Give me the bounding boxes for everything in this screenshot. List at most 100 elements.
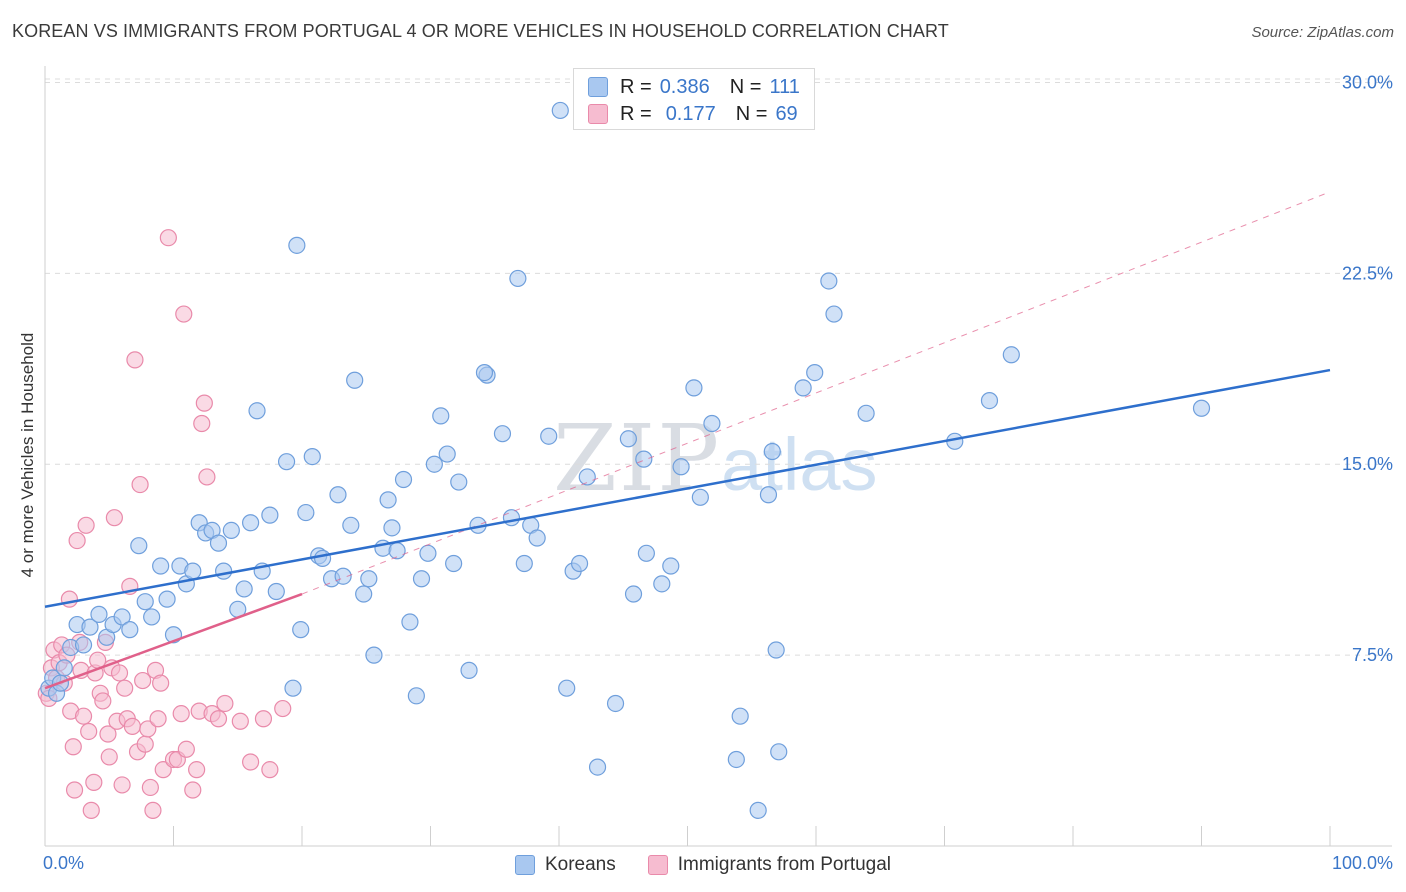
korean-point — [425, 455, 443, 473]
korean-point — [857, 404, 875, 422]
korean-point — [334, 567, 352, 585]
portugal-point — [216, 694, 234, 713]
korean-point — [624, 585, 643, 603]
korean-point — [637, 544, 655, 562]
korean-point — [407, 687, 425, 705]
korean-point — [277, 453, 296, 471]
legend-item-koreans: Koreans — [514, 854, 616, 876]
korean-point — [502, 509, 521, 527]
korean-point — [355, 585, 373, 603]
portugal-point — [134, 671, 152, 690]
korean-point — [767, 641, 785, 659]
korean-point — [55, 659, 73, 677]
korean-point — [267, 582, 285, 601]
koreans-swatch — [588, 77, 608, 97]
korean-point — [825, 305, 843, 323]
korean-point — [475, 364, 494, 382]
stats-legend-row-portugal: R = 0.177 N = 69 — [588, 102, 798, 126]
source-label: Source: ZipAtlas.com — [1251, 24, 1394, 41]
korean-point — [284, 679, 302, 697]
korean-point — [346, 371, 364, 389]
korean-point — [794, 379, 812, 397]
korean-point — [235, 580, 253, 598]
korean-point — [703, 414, 721, 433]
korean-point — [292, 621, 310, 639]
korean-point — [445, 554, 463, 573]
portugal-point — [116, 679, 134, 697]
korean-point — [1002, 346, 1020, 364]
korean-point — [619, 430, 637, 448]
portugal-point — [184, 781, 202, 799]
y-tick-label: 15.0% — [1342, 454, 1393, 474]
korean-point — [1192, 399, 1211, 417]
korean-point — [460, 661, 478, 679]
portugal-point — [94, 692, 112, 710]
korean-point — [578, 468, 596, 486]
korean-point — [588, 758, 607, 776]
portugal-legend-label: Immigrants from Portugal — [677, 854, 892, 875]
portugal-point — [65, 781, 84, 799]
r-value: 0.177 — [665, 102, 716, 125]
korean-point — [759, 486, 778, 504]
korean-point — [558, 679, 576, 697]
portugal-point — [172, 705, 190, 723]
korean-point — [81, 618, 99, 636]
korean-point — [261, 506, 279, 524]
koreans-legend-swatch — [514, 855, 535, 875]
korean-point — [365, 646, 383, 664]
portugal-point — [131, 475, 149, 494]
korean-point — [288, 236, 306, 254]
korean-point — [606, 694, 625, 713]
korean-trend-line — [44, 368, 1331, 608]
korean-point — [222, 521, 240, 540]
korean-point — [297, 503, 315, 522]
y-tick-label: 30.0% — [1342, 72, 1393, 92]
korean-point — [158, 590, 176, 608]
watermark: ZIPatlas — [553, 405, 877, 512]
portugal-point — [175, 305, 193, 323]
korean-point — [438, 445, 456, 463]
korean-point — [551, 101, 569, 120]
portugal-point — [123, 717, 141, 735]
portugal-point — [105, 509, 123, 527]
r-label: R = — [620, 75, 652, 98]
korean-point — [493, 425, 512, 443]
n-value: 69 — [775, 102, 798, 125]
korean-point — [432, 407, 450, 425]
koreans-legend-label: Koreans — [544, 854, 616, 875]
korean-point — [209, 534, 228, 552]
korean-point — [313, 549, 332, 567]
portugal-point — [99, 725, 117, 743]
portugal-point — [261, 761, 279, 779]
x-tick-label: 100.0% — [1332, 853, 1393, 873]
portugal-point — [68, 531, 86, 550]
stats-legend-row-koreans: R = 0.386 N = 111 — [588, 75, 800, 99]
r-value: 0.386 — [659, 75, 710, 98]
korean-point — [672, 458, 690, 476]
korean-point — [379, 491, 397, 509]
korean-point — [749, 801, 767, 819]
portugal-point — [82, 801, 100, 819]
korean-point — [540, 427, 558, 445]
stats-legend: R = 0.386 N = 111 R = 0.177 N = 69 — [573, 68, 815, 130]
chart-title: KOREAN VS IMMIGRANTS FROM PORTUGAL 4 OR … — [12, 21, 949, 41]
portugal-point — [141, 778, 159, 797]
korean-point — [731, 707, 749, 725]
portugal-point — [74, 707, 93, 725]
korean-point — [130, 537, 148, 555]
korean-point — [329, 486, 347, 504]
korean-point — [242, 514, 260, 532]
portugal-point — [126, 351, 144, 369]
korean-point — [342, 516, 360, 534]
r-label: R = — [620, 102, 652, 125]
portugal-point — [152, 674, 170, 692]
korean-point — [570, 554, 589, 573]
n-label: N = — [729, 75, 762, 98]
portugal-point — [113, 776, 131, 794]
korean-point — [152, 557, 170, 575]
series-legend: Koreans Immigrants from Portugal — [0, 852, 1406, 878]
korean-point — [685, 379, 703, 397]
portugal-point — [139, 720, 157, 738]
korean-point — [806, 364, 824, 382]
